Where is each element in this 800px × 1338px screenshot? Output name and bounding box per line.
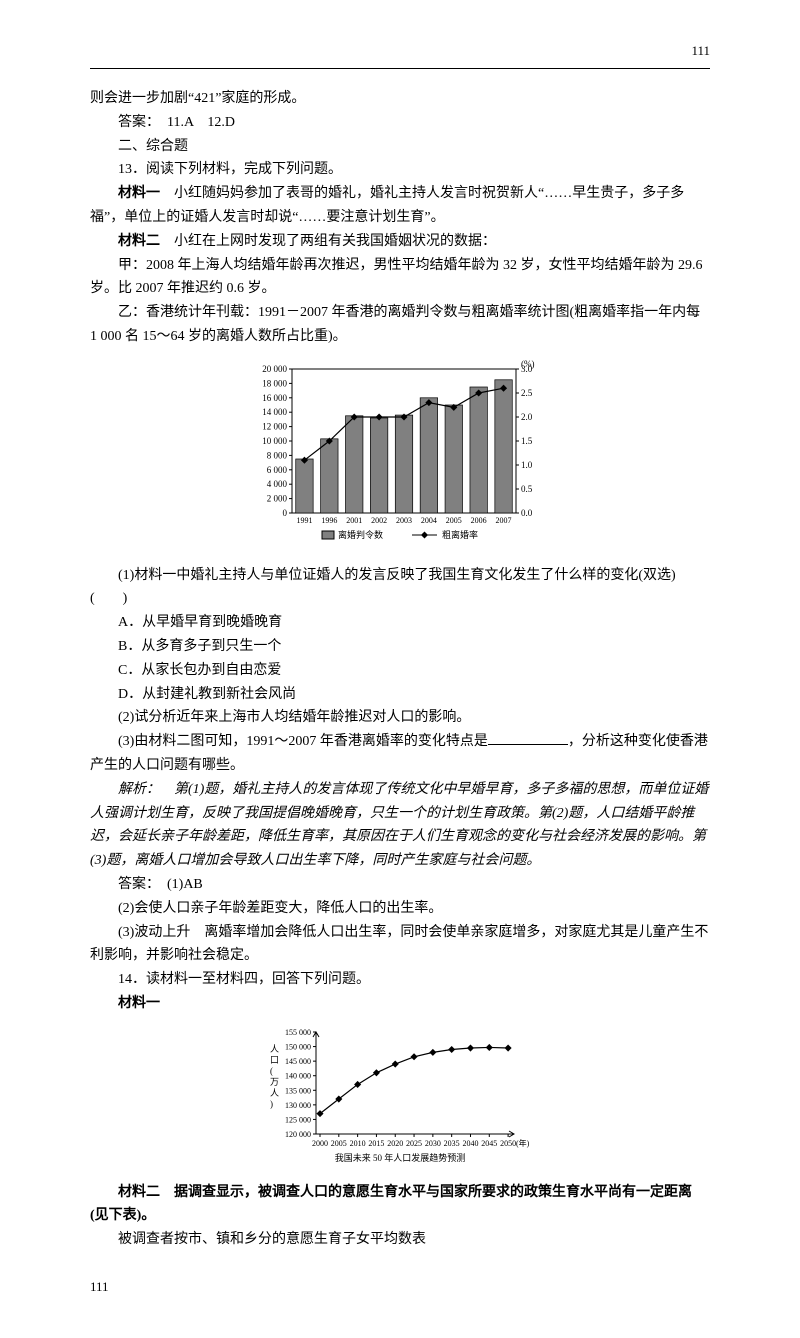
svg-text:2020: 2020: [387, 1139, 403, 1148]
material2-text: 小红在上网时发现了两组有关我国婚姻状况的数据：: [160, 234, 496, 249]
answers-11-12: 答案： 11.A 12.D: [90, 111, 710, 135]
answer2: (2)会使人口亲子年龄差距变大，降低人口的出生率。: [90, 897, 710, 921]
page-number-bottom: 111: [90, 1276, 710, 1298]
svg-text:(%): (%): [521, 359, 535, 369]
svg-text:2045: 2045: [481, 1139, 497, 1148]
svg-text:离婚判令数: 离婚判令数: [338, 529, 383, 540]
material14-2: 材料二 据调查显示，被调查人口的意愿生育水平与国家所要求的政策生育水平尚有一定距…: [90, 1181, 710, 1229]
q3-text: (3)由材料二图可知，1991～2007 年香港离婚率的变化特点是，分析这种变化…: [90, 730, 710, 778]
material14-2-label: 材料二: [118, 1185, 160, 1200]
svg-text:1.0: 1.0: [521, 460, 533, 470]
svg-text:1996: 1996: [321, 516, 337, 525]
svg-text:2 000: 2 000: [267, 493, 288, 503]
svg-text:2005: 2005: [446, 516, 462, 525]
svg-text:): ): [270, 1099, 273, 1109]
svg-text:2035: 2035: [444, 1139, 460, 1148]
svg-text:2004: 2004: [421, 516, 437, 525]
svg-text:2030: 2030: [425, 1139, 441, 1148]
svg-text:2010: 2010: [350, 1139, 366, 1148]
svg-text:0: 0: [283, 508, 288, 518]
svg-text:2002: 2002: [371, 516, 387, 525]
section-2-heading: 二、综合题: [90, 135, 710, 159]
answer-label: 答案：: [118, 877, 153, 892]
material14-2-text: 据调查显示，被调查人口的意愿生育水平与国家所要求的政策生育水平尚有一定距离(见下…: [90, 1185, 692, 1224]
material1-text: 小红随妈妈参加了表哥的婚礼，婚礼主持人发言时祝贺新人“……早生贵子，多子多福”，…: [90, 186, 684, 225]
answer1: 答案： (1)AB: [90, 873, 710, 897]
svg-text:130 000: 130 000: [285, 1101, 311, 1110]
svg-text:人: 人: [270, 1044, 279, 1054]
answer1-text: (1)AB: [167, 877, 203, 892]
yi-text: 乙：香港统计年刊载：1991－2007 年香港的离婚判令数与粗离婚率统计图(粗离…: [90, 301, 710, 349]
q3-blank: [488, 731, 568, 745]
analysis: 解析： 第(1)题，婚礼主持人的发言体现了传统文化中早婚早育，多子多福的思想，而…: [90, 778, 710, 873]
analysis-label: 解析：: [118, 782, 160, 797]
svg-text:125 000: 125 000: [285, 1115, 311, 1124]
svg-text:14 000: 14 000: [262, 407, 287, 417]
svg-text:2015: 2015: [368, 1139, 384, 1148]
svg-text:18 000: 18 000: [262, 378, 287, 388]
svg-text:粗离婚率: 粗离婚率: [442, 529, 478, 540]
population-chart: 120 000 125 000 130 000 135 000 140 000 145 0…: [260, 1024, 540, 1164]
svg-text:155 000: 155 000: [285, 1028, 311, 1037]
q13-intro: 13．阅读下列材料，完成下列问题。: [90, 158, 710, 182]
svg-text:140 000: 140 000: [285, 1072, 311, 1081]
option-a: A．从早婚早育到晚婚晚育: [90, 611, 710, 635]
svg-text:145 000: 145 000: [285, 1057, 311, 1066]
table-caption: 被调查者按市、镇和乡分的意愿生育子女平均数表: [90, 1228, 710, 1252]
q2-text: (2)试分析近年来上海市人均结婚年龄推迟对人口的影响。: [90, 706, 710, 730]
svg-text:(年): (年): [516, 1138, 530, 1148]
svg-text:2050: 2050: [500, 1139, 516, 1148]
option-d: D．从封建礼教到新社会风尚: [90, 683, 710, 707]
q14-intro: 14．读材料一至材料四，回答下列问题。: [90, 968, 710, 992]
svg-text:2025: 2025: [406, 1139, 422, 1148]
svg-text:8 000: 8 000: [267, 450, 288, 460]
svg-text:0.5: 0.5: [521, 484, 533, 494]
material2: 材料二 小红在上网时发现了两组有关我国婚姻状况的数据：: [90, 230, 710, 254]
material1: 材料一 小红随妈妈参加了表哥的婚礼，婚礼主持人发言时祝贺新人“……早生贵子，多子…: [90, 182, 710, 230]
svg-text:1991: 1991: [296, 516, 312, 525]
page-number-top: 111: [90, 40, 710, 62]
divorce-chart: 0 2 000 4 000 6 000 8 000 10 000 12 000 14 000 1…: [250, 357, 550, 547]
material14-1: 材料一: [90, 992, 710, 1016]
svg-text:1.5: 1.5: [521, 436, 533, 446]
svg-text:20 000: 20 000: [262, 364, 287, 374]
svg-text:万: 万: [270, 1077, 279, 1087]
svg-text:人: 人: [270, 1088, 279, 1098]
svg-text:2007: 2007: [496, 516, 512, 525]
svg-text:2001: 2001: [346, 516, 362, 525]
svg-text:120 000: 120 000: [285, 1130, 311, 1139]
svg-text:口: 口: [270, 1055, 279, 1065]
chart2-container: 120 000 125 000 130 000 135 000 140 000 145 0…: [90, 1024, 710, 1173]
svg-text:2000: 2000: [312, 1139, 328, 1148]
svg-text:10 000: 10 000: [262, 436, 287, 446]
svg-text:4 000: 4 000: [267, 479, 288, 489]
jia-text: 甲：2008 年上海人均结婚年龄再次推迟，男性平均结婚年龄为 32 岁，女性平均…: [90, 254, 710, 302]
svg-text:150 000: 150 000: [285, 1042, 311, 1051]
svg-text:2005: 2005: [331, 1139, 347, 1148]
svg-text:135 000: 135 000: [285, 1086, 311, 1095]
body-line1: 则会进一步加剧“421”家庭的形成。: [90, 87, 710, 111]
q3-pre: (3)由材料二图可知，1991～2007 年香港离婚率的变化特点是: [118, 734, 488, 749]
option-b: B．从多育多子到只生一个: [90, 635, 710, 659]
svg-text:12 000: 12 000: [262, 421, 287, 431]
svg-text:0.0: 0.0: [521, 508, 533, 518]
svg-text:2040: 2040: [462, 1139, 478, 1148]
svg-text:2003: 2003: [396, 516, 412, 525]
chart1-container: 0 2 000 4 000 6 000 8 000 10 000 12 000 14 000 1…: [90, 357, 710, 556]
svg-text:2.0: 2.0: [521, 412, 533, 422]
svg-text:2006: 2006: [471, 516, 487, 525]
svg-text:(: (: [270, 1066, 273, 1076]
material2-label: 材料二: [118, 234, 160, 249]
answer3: (3)波动上升 离婚率增加会降低人口出生率，同时会使单亲家庭增多，对家庭尤其是儿…: [90, 921, 710, 969]
q1-text: (1)材料一中婚礼主持人与单位证婚人的发言反映了我国生育文化发生了什么样的变化(…: [90, 564, 710, 612]
top-rule: [90, 68, 710, 69]
material1-label: 材料一: [118, 186, 160, 201]
svg-text:6 000: 6 000: [267, 465, 288, 475]
svg-text:2.5: 2.5: [521, 388, 533, 398]
analysis-text: 第(1)题，婚礼主持人的发言体现了传统文化中早婚早育，多子多福的思想，而单位证婚…: [90, 782, 708, 868]
option-c: C．从家长包办到自由恋爱: [90, 659, 710, 683]
svg-text:16 000: 16 000: [262, 393, 287, 403]
svg-text:我国未来 50 年人口发展趋势预测: 我国未来 50 年人口发展趋势预测: [335, 1152, 466, 1163]
